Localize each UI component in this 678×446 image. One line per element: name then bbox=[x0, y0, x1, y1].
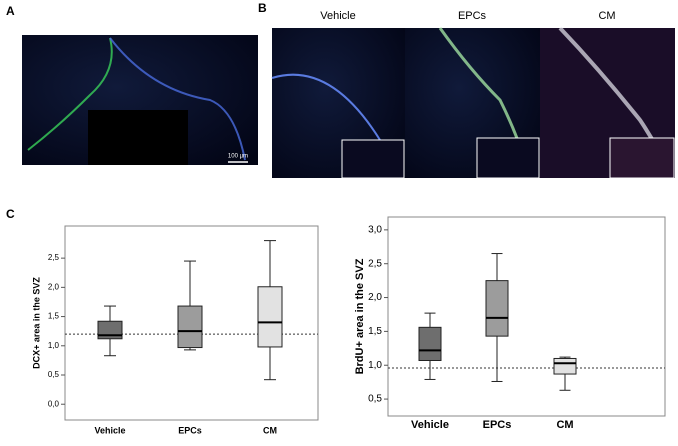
x-tick-label: EPCs bbox=[483, 419, 512, 431]
y-tick-label: 1,5 bbox=[48, 312, 60, 321]
panel-label: B bbox=[258, 1, 267, 15]
box bbox=[485, 280, 509, 337]
micrograph-a: 100 µm bbox=[22, 35, 258, 165]
image-label: EPCs bbox=[458, 10, 487, 22]
box bbox=[257, 286, 283, 348]
x-tick-label: EPCs bbox=[178, 425, 202, 435]
micrographs-b: Vehicle EPCs CM bbox=[271, 10, 675, 179]
y-tick-label: 1,5 bbox=[368, 326, 382, 337]
panel-label: C bbox=[6, 207, 15, 221]
image-label: CM bbox=[598, 10, 615, 22]
plot-frame bbox=[64, 225, 319, 421]
y-tick-label: 2,5 bbox=[48, 253, 60, 262]
image-label: Vehicle bbox=[320, 10, 355, 22]
y-tick-label: 0,5 bbox=[368, 394, 382, 405]
plot-frame bbox=[387, 216, 666, 417]
y-tick-label: 0,0 bbox=[48, 399, 60, 408]
x-tick-label: CM bbox=[263, 425, 277, 435]
box bbox=[553, 357, 577, 375]
x-tick-label: Vehicle bbox=[94, 425, 125, 435]
y-tick-label: 1,0 bbox=[368, 360, 382, 371]
y-axis-label: DCX+ area in the SVZ bbox=[31, 277, 41, 369]
box bbox=[418, 326, 442, 361]
box bbox=[177, 305, 203, 349]
scale-bar-label: 100 µm bbox=[228, 154, 248, 160]
y-tick-label: 2,5 bbox=[368, 258, 382, 269]
y-tick-label: 2,0 bbox=[368, 292, 382, 303]
x-tick-label: CM bbox=[556, 419, 573, 431]
y-tick-label: 3,0 bbox=[368, 225, 382, 236]
y-tick-label: 2,0 bbox=[48, 282, 60, 291]
x-tick-label: Vehicle bbox=[411, 419, 449, 431]
y-tick-label: 1,0 bbox=[48, 341, 60, 350]
panel-label: A bbox=[6, 4, 15, 18]
y-axis-label: BrdU+ area in the SVZ bbox=[354, 258, 366, 374]
y-tick-label: 0,5 bbox=[48, 370, 60, 379]
